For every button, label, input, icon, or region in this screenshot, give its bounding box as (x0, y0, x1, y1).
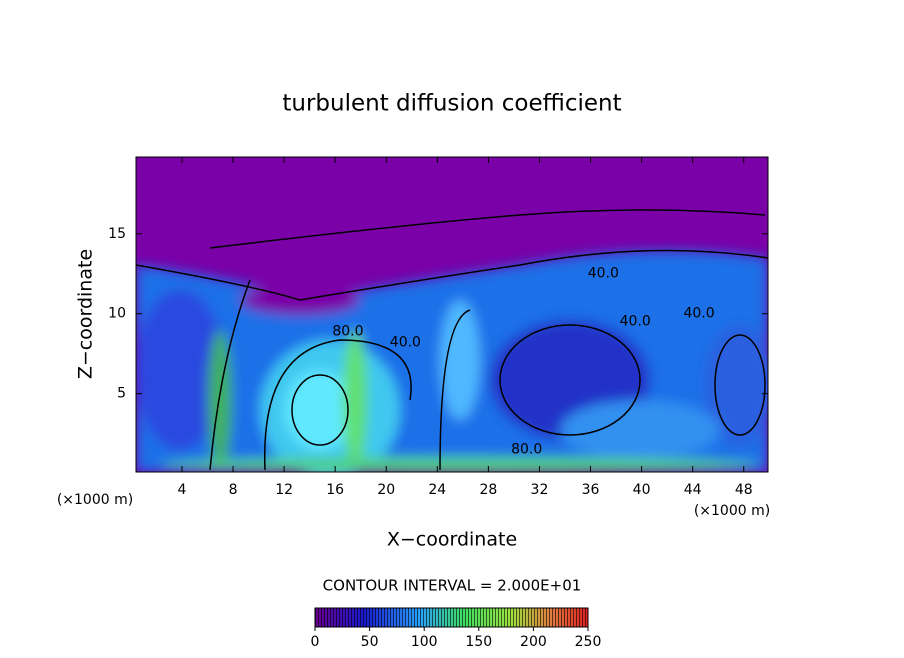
x-axis-label: X−coordinate (387, 529, 517, 551)
contour-label: 80.0 (511, 442, 542, 458)
colorbar-tick-label: 200 (520, 634, 547, 650)
x-tick-label: 16 (326, 482, 344, 498)
plot-frame (135, 156, 769, 473)
y-axis-label: Z−coordinate (75, 249, 97, 379)
contour-label: 40.0 (620, 314, 651, 330)
colorbar-tick-label: 150 (465, 634, 492, 650)
colorbar-frame (314, 607, 589, 628)
contour-field (136, 157, 768, 472)
x-tick-label: 28 (479, 482, 497, 498)
colorbar-stripes (315, 608, 588, 627)
colorbar-tick-label: 50 (361, 634, 379, 650)
x-tick-label: 44 (684, 482, 702, 498)
contour-label: 80.0 (332, 323, 363, 339)
x-tick-label: 12 (275, 482, 293, 498)
x-unit-left: (×1000 m) (57, 492, 133, 508)
x-unit-right: (×1000 m) (694, 503, 770, 519)
contour-label: 40.0 (588, 266, 619, 282)
x-tick-label: 24 (428, 482, 446, 498)
y-tick-label: 10 (108, 306, 126, 322)
y-tick-label: 15 (108, 226, 126, 242)
x-tick-label: 32 (531, 482, 549, 498)
contour-labels: 80.0 40.0 40.0 40.0 40.0 80.0 (332, 266, 714, 458)
colorbar-tick-label: 0 (311, 634, 320, 650)
x-tick-label: 40 (633, 482, 651, 498)
x-tick-label: 4 (178, 482, 187, 498)
chart-title: turbulent diffusion coefficient (282, 91, 621, 117)
contour-label: 40.0 (683, 306, 714, 322)
colorbar-tick-label: 250 (575, 634, 602, 650)
contour-interval: CONTOUR INTERVAL = 2.000E+01 (323, 577, 582, 595)
contour-label: 40.0 (390, 334, 421, 350)
colorbar-tick-label: 100 (411, 634, 438, 650)
x-tick-label: 20 (377, 482, 395, 498)
x-tick-label: 48 (735, 482, 753, 498)
x-tick-label: 36 (582, 482, 600, 498)
y-tick-label: 5 (117, 386, 126, 402)
x-tick-label: 8 (229, 482, 238, 498)
